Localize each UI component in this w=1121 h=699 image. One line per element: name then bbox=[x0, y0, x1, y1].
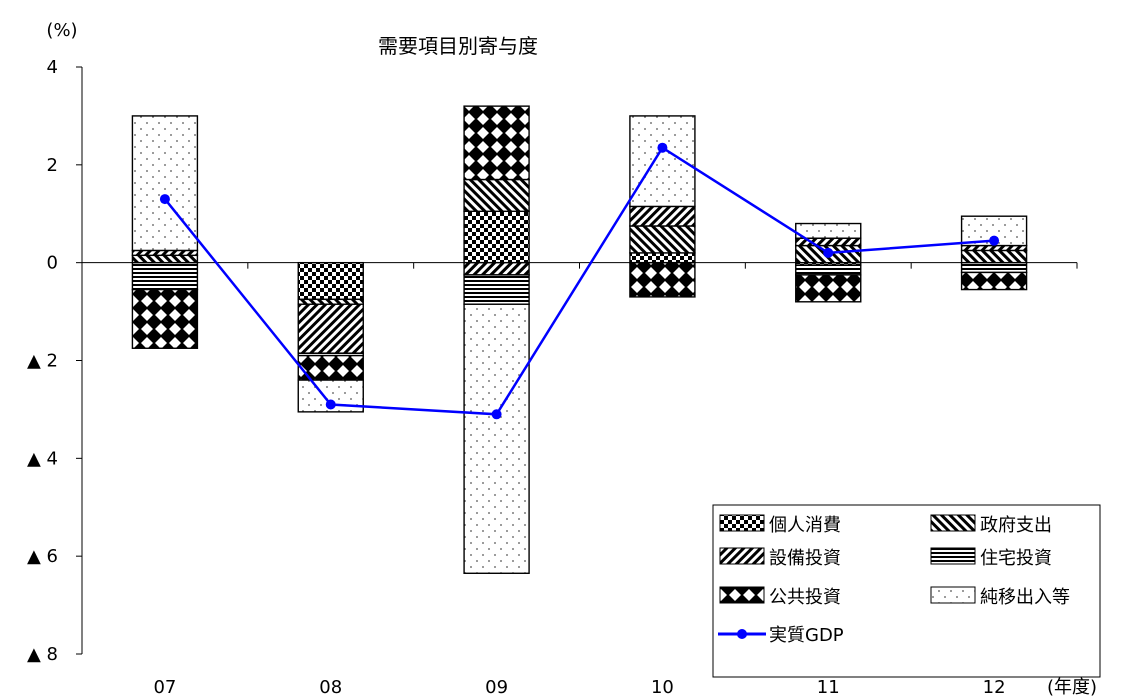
legend-label: 個人消費 bbox=[769, 515, 841, 536]
bar-segment bbox=[463, 178, 530, 213]
bar-segment bbox=[297, 303, 364, 354]
bar-segment bbox=[131, 254, 199, 264]
bar-segment bbox=[131, 249, 199, 257]
x-tick-label: 09 bbox=[485, 677, 508, 698]
bar-segment bbox=[463, 105, 530, 181]
legend-swatch bbox=[719, 547, 765, 565]
legend-swatch bbox=[930, 547, 976, 565]
bar-layer bbox=[131, 105, 1028, 574]
y-tick-label: ▲ 8 bbox=[27, 644, 58, 665]
bar-segment bbox=[960, 271, 1028, 291]
bar-segment bbox=[463, 274, 530, 305]
legend-label: 住宅投資 bbox=[980, 548, 1052, 569]
bar-segment bbox=[960, 261, 1028, 274]
legend-line-marker bbox=[737, 629, 747, 639]
bar-segment bbox=[629, 205, 696, 227]
bar-segment bbox=[131, 115, 199, 252]
legend-swatch bbox=[930, 586, 976, 604]
y-tick-label: ▲ 6 bbox=[27, 546, 58, 567]
gdp-point bbox=[989, 235, 1000, 246]
gdp-point bbox=[657, 142, 668, 153]
y-tick-label: ▲ 4 bbox=[27, 448, 58, 469]
legend-label: 純移出入等 bbox=[980, 587, 1070, 608]
chart-title: 需要項目別寄与度 bbox=[378, 34, 538, 58]
gdp-point bbox=[491, 409, 502, 420]
gdp-point bbox=[159, 194, 170, 205]
y-tick-label: 2 bbox=[47, 155, 58, 176]
bar-segment bbox=[463, 261, 530, 276]
bar-segment bbox=[297, 298, 364, 305]
x-axis-unit-label: (年度) bbox=[1047, 677, 1097, 698]
bar-segment bbox=[795, 264, 862, 276]
gdp-line bbox=[163, 145, 995, 416]
x-tick-labels: 07 08 09 10 11 12 bbox=[153, 677, 1005, 698]
y-tick-label: ▲ 2 bbox=[27, 351, 58, 372]
bar-segment bbox=[297, 261, 364, 301]
x-tick-label: 12 bbox=[983, 677, 1006, 698]
legend-frame bbox=[712, 504, 1101, 678]
bar-segment bbox=[463, 303, 530, 574]
bar-segment bbox=[795, 222, 862, 239]
legend-swatch bbox=[719, 514, 765, 532]
bar-segment bbox=[629, 225, 696, 254]
gdp-line-layer bbox=[159, 142, 1000, 420]
legend-label: 実質GDP bbox=[769, 625, 844, 646]
x-tick-label: 08 bbox=[319, 677, 342, 698]
gdp-point bbox=[325, 399, 336, 410]
legend-swatch bbox=[930, 514, 976, 532]
legend-swatch bbox=[719, 586, 765, 604]
y-tick-label: 4 bbox=[47, 57, 58, 78]
bar-segment bbox=[795, 274, 862, 303]
bar-segment bbox=[960, 244, 1028, 252]
bar-segment bbox=[131, 261, 199, 291]
legend-label: 政府支出 bbox=[980, 515, 1052, 536]
y-tick-labels: 4 2 0 ▲ 2 ▲ 4 ▲ 6 ▲ 8 bbox=[27, 57, 58, 665]
bar-segment bbox=[960, 249, 1028, 264]
y-tick-label: 0 bbox=[47, 253, 58, 274]
gdp-point bbox=[823, 247, 834, 258]
legend-label: 設備投資 bbox=[769, 548, 841, 569]
x-tick-label: 07 bbox=[153, 677, 176, 698]
axes-layer bbox=[76, 66, 1078, 655]
x-tick-label: 10 bbox=[651, 677, 674, 698]
bar-segment bbox=[463, 210, 530, 264]
y-axis-unit-label: (%) bbox=[46, 20, 77, 41]
bar-segment bbox=[131, 288, 199, 349]
legend-label: 公共投資 bbox=[769, 587, 841, 608]
bar-segment bbox=[629, 261, 696, 298]
x-tick-label: 11 bbox=[817, 677, 840, 698]
bar-segment bbox=[629, 252, 696, 264]
